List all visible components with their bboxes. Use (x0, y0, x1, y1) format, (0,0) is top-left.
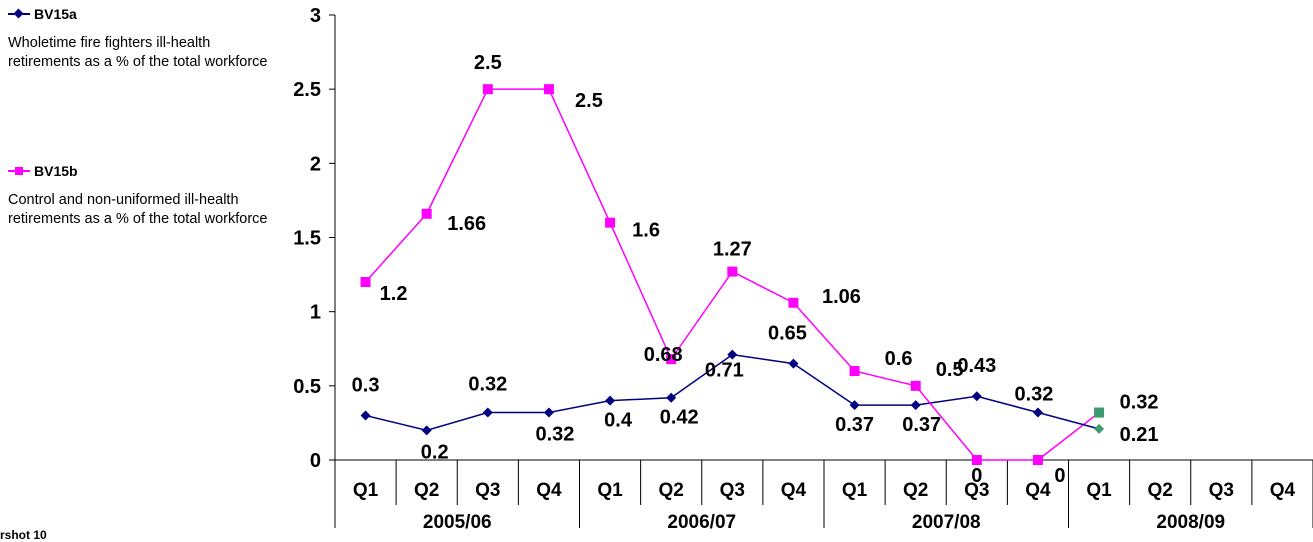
data-point-bv15a (971, 391, 982, 402)
highlight-label: 0.21 (1120, 424, 1159, 446)
data-point-bv15b (421, 208, 432, 219)
highlight-label: 0.32 (1120, 392, 1159, 414)
data-label-bv15b: 1.06 (822, 286, 861, 308)
x-tick-label: Q3 (964, 480, 989, 501)
data-point-bv15b (482, 84, 493, 95)
x-tick-label: Q3 (475, 480, 500, 501)
chart-legend: BV15a Wholetime fire fighters ill-health… (8, 0, 288, 300)
data-point-bv15a (421, 425, 432, 436)
y-tick-label: 0.5 (293, 376, 321, 398)
data-label-bv15b: 2.5 (474, 52, 502, 74)
data-label-bv15a: 0.71 (705, 360, 744, 382)
data-label-bv15a: 0.37 (835, 414, 874, 436)
data-point-bv15a (788, 358, 799, 369)
y-tick-label: 2.5 (293, 79, 321, 101)
x-tick-label: Q1 (353, 480, 379, 501)
data-point-bv15a (360, 410, 371, 421)
data-label-bv15a: 0.32 (535, 424, 574, 446)
y-tick-label: 1.5 (293, 228, 321, 250)
data-point-bv15b (360, 277, 371, 287)
x-tick-label: Q2 (659, 480, 684, 501)
legend-description-bv15a: Wholetime fire fighters ill-health retir… (8, 35, 268, 70)
data-label-bv15a: 0.3 (352, 375, 380, 397)
x-tick-label: Q1 (1086, 480, 1112, 501)
data-label-bv15a: 0.32 (1014, 384, 1053, 406)
data-point-bv15a (666, 392, 677, 403)
legend-entry-bv15b: BV15b Control and non-uniformed ill-heal… (8, 163, 283, 229)
x-tick-label: Q3 (1209, 480, 1234, 501)
data-label-bv15b: 0 (971, 465, 982, 487)
data-point-bv15b (727, 266, 738, 277)
data-label-bv15a: 0.37 (902, 414, 941, 436)
y-tick-label: 2 (310, 153, 321, 175)
data-label-bv15b: 0.5 (936, 359, 964, 381)
x-tick-label: Q4 (1270, 480, 1296, 501)
data-point-bv15a (605, 395, 616, 406)
series-line-bv15b (365, 88, 1038, 461)
year-label: 2006/07 (667, 512, 736, 533)
legend-swatch-bv15a (8, 8, 30, 20)
x-tick-label: Q4 (1025, 480, 1051, 501)
x-tick-label: Q2 (903, 480, 928, 501)
data-label-bv15b: 2.5 (575, 90, 603, 112)
series-line-bv15a (365, 353, 1039, 432)
y-tick-label: 0 (310, 450, 321, 472)
legend-label-bv15b: BV15b (34, 163, 78, 179)
data-label-bv15a: 0.43 (957, 355, 996, 377)
data-point-bv15b (605, 217, 616, 228)
data-label-bv15b: 1.6 (632, 220, 660, 242)
data-point-bv15b (666, 354, 677, 365)
highlight-point (1094, 423, 1105, 434)
data-point-bv15a (910, 400, 921, 411)
data-label-bv15b: 0 (1054, 465, 1065, 487)
x-tick-label: Q2 (414, 480, 439, 501)
x-tick-label: Q4 (536, 480, 562, 501)
data-point-bv15a (543, 407, 554, 418)
data-label-bv15b: 0.68 (644, 344, 683, 366)
year-label: 2005/06 (423, 512, 492, 533)
legend-description-bv15b: Control and non-uniformed ill-health ret… (8, 192, 268, 227)
data-label-bv15a: 0.65 (768, 323, 807, 345)
data-label-bv15a: 0.4 (604, 410, 633, 432)
data-point-bv15b (543, 84, 554, 95)
data-label-bv15a: 0.42 (660, 407, 699, 429)
data-point-bv15a (849, 400, 860, 411)
legend-label-bv15a: BV15a (34, 6, 77, 22)
legend-swatch-bv15b (8, 165, 30, 177)
data-point-bv15a (727, 349, 738, 360)
x-tick-label: Q1 (842, 480, 868, 501)
year-label: 2007/08 (912, 512, 981, 533)
y-tick-label: 3 (310, 5, 321, 27)
x-tick-label: Q2 (1148, 480, 1173, 501)
year-label: 2008/09 (1156, 512, 1225, 533)
highlight-point (1094, 407, 1105, 418)
data-label-bv15b: 1.66 (447, 213, 486, 235)
data-point-bv15a (482, 407, 493, 418)
legend-entry-bv15a: BV15a Wholetime fire fighters ill-health… (8, 6, 283, 72)
data-point-bv15b (910, 380, 921, 391)
series-line-bv15b-extension (1037, 411, 1100, 461)
data-label-bv15b: 0.6 (885, 348, 913, 370)
series-line-bv15a-extension (1037, 411, 1100, 430)
y-tick-label: 1 (310, 302, 321, 324)
data-point-bv15b (971, 455, 982, 465)
data-label-bv15a: 0.2 (421, 441, 449, 463)
data-label-bv15a: 0.32 (468, 374, 507, 396)
footnote: rshot 10 (0, 528, 47, 542)
data-label-bv15b: 1.2 (380, 283, 408, 305)
x-tick-label: Q3 (720, 480, 745, 501)
data-point-bv15b (788, 297, 799, 308)
data-point-bv15b (849, 366, 860, 376)
data-label-bv15b: 1.27 (713, 239, 752, 261)
x-tick-label: Q1 (597, 480, 623, 501)
x-tick-label: Q4 (781, 480, 807, 501)
